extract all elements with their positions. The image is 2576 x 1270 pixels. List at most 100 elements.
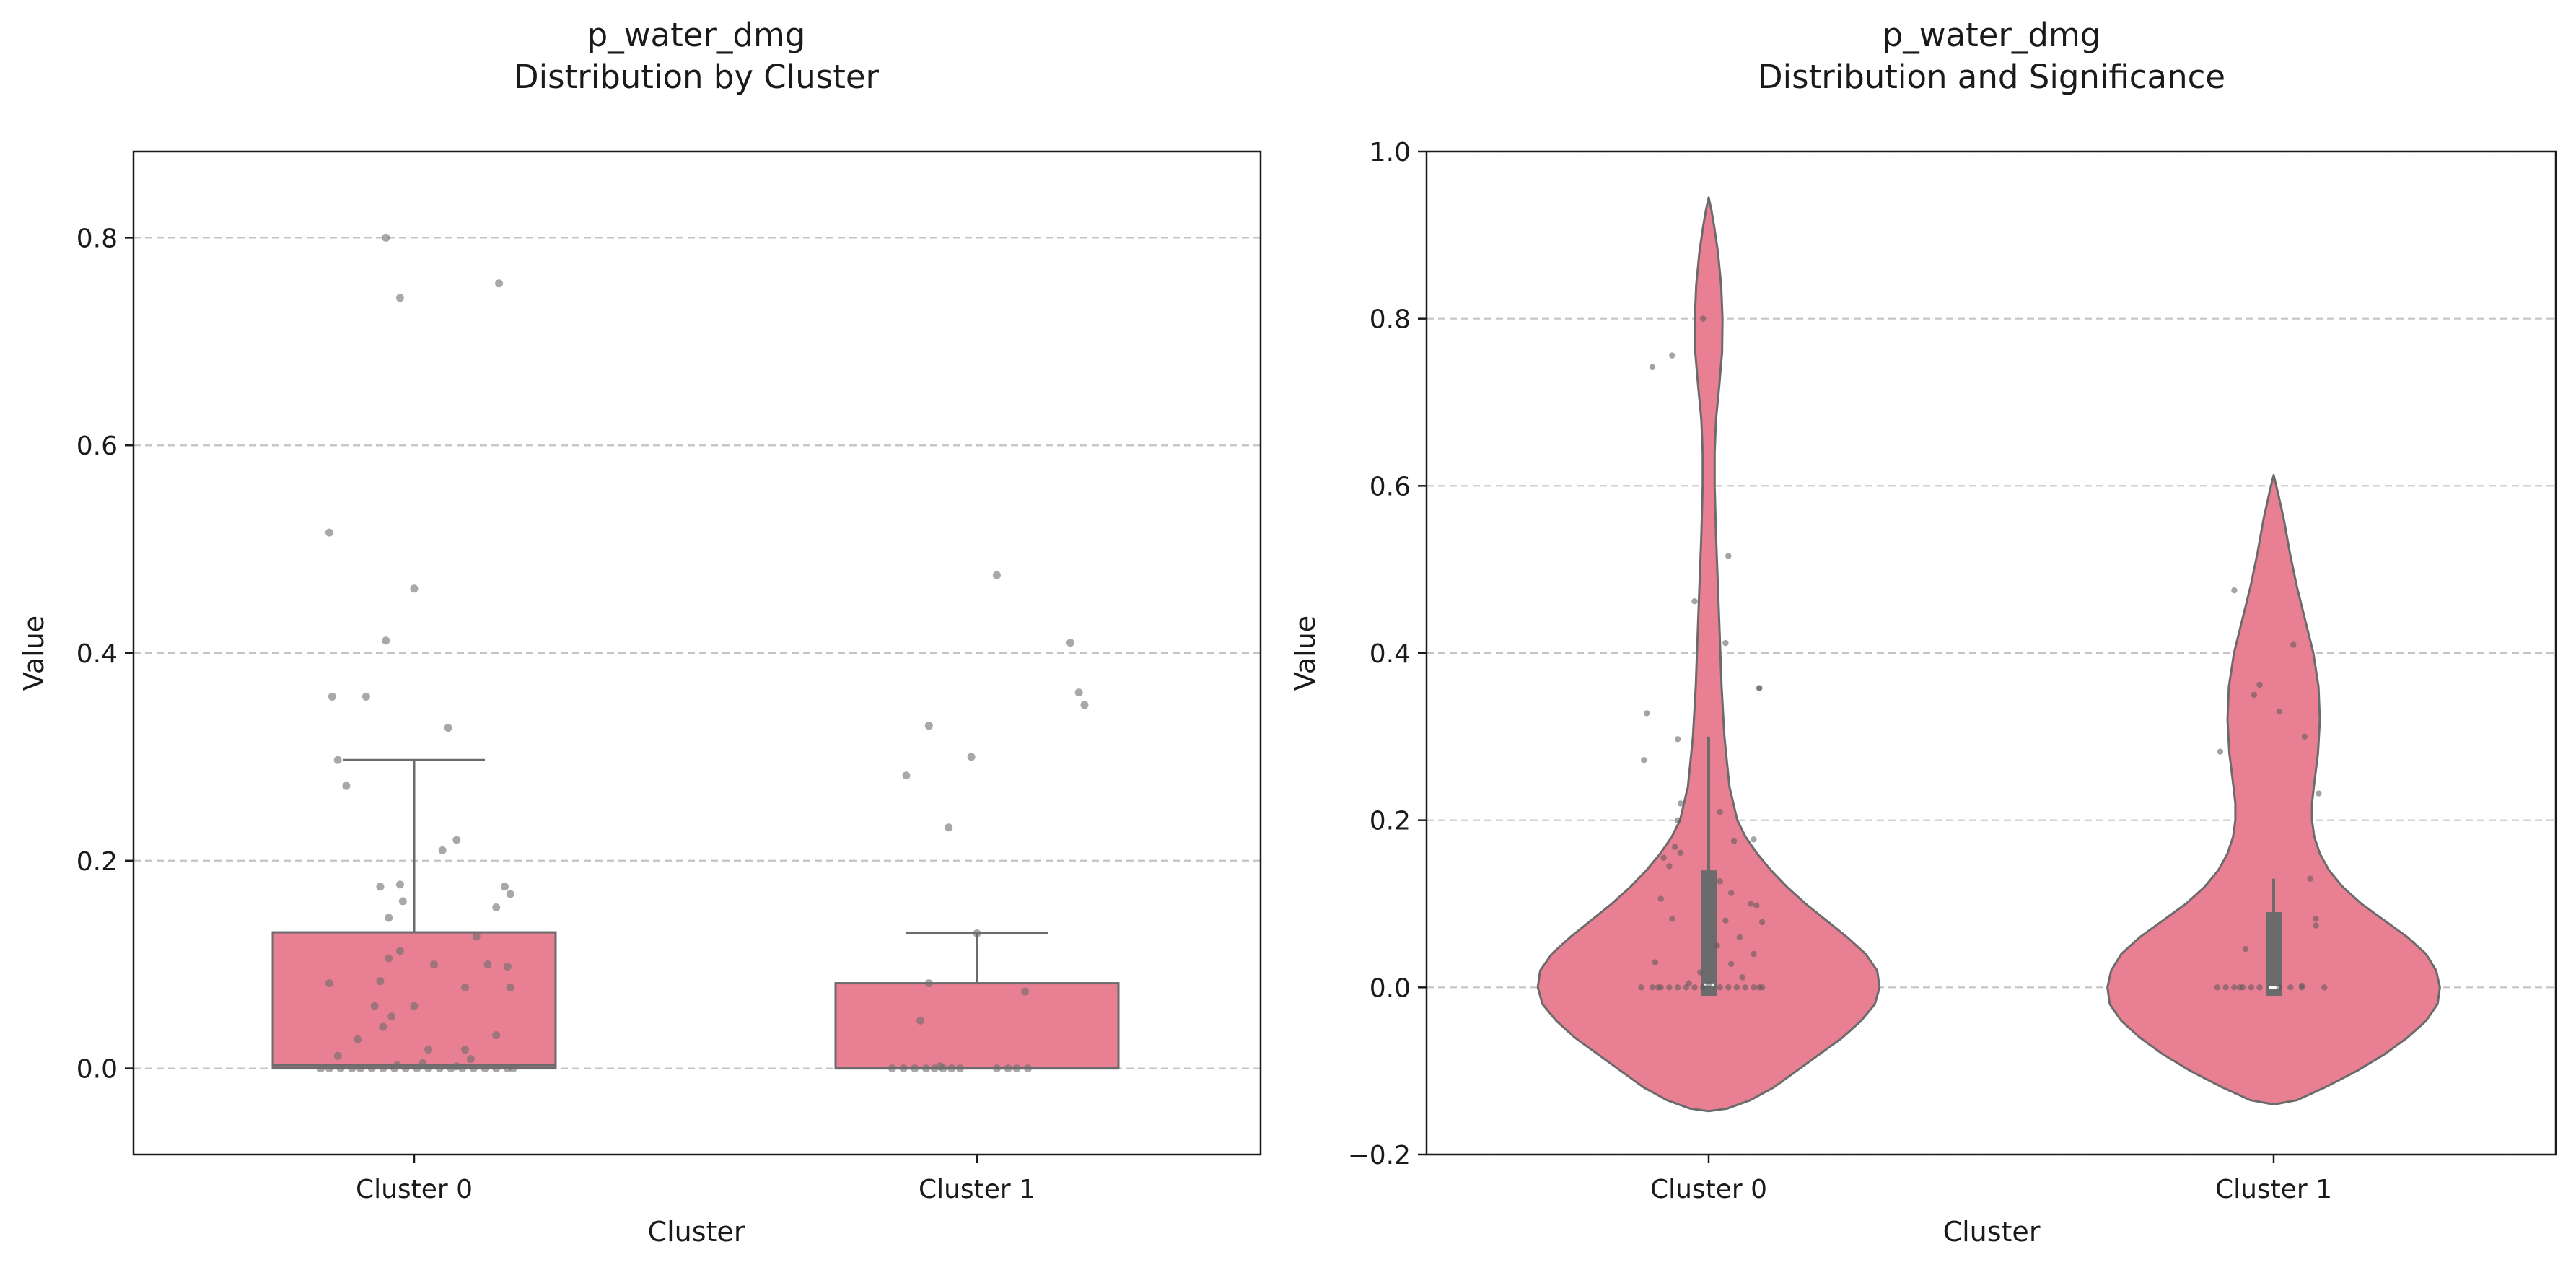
data-point	[452, 836, 461, 844]
data-point	[911, 1064, 919, 1073]
y-tick-label: 0.6	[1370, 472, 1411, 502]
data-point	[393, 1061, 401, 1069]
data-point	[1751, 950, 1757, 958]
data-point	[1638, 984, 1644, 991]
data-point	[1669, 352, 1675, 359]
violin-body	[2106, 473, 2441, 1105]
y-tick-label: 0.2	[76, 847, 118, 877]
plot-marks	[271, 758, 1120, 1070]
y-tick-label: 0.6	[76, 432, 118, 461]
data-point	[1004, 1064, 1012, 1073]
data-point	[342, 781, 351, 790]
data-point	[947, 1064, 956, 1073]
data-point	[419, 1059, 427, 1067]
data-point	[1644, 710, 1650, 717]
data-point	[967, 753, 976, 761]
y-tick-label: 0.8	[76, 224, 118, 253]
data-point	[1672, 844, 1678, 850]
data-point	[503, 963, 512, 971]
data-point	[888, 1064, 896, 1073]
data-point	[1751, 984, 1757, 991]
data-point	[424, 1064, 433, 1073]
chart-violin-plot: p_water_dmg Distribution and Significanc…	[1289, 16, 2557, 1248]
data-point	[1717, 808, 1723, 815]
data-point	[395, 947, 404, 955]
data-point	[356, 1064, 365, 1073]
data-point	[348, 1064, 356, 1073]
data-point	[2287, 984, 2294, 991]
data-point	[444, 724, 452, 732]
axis-ticks: 0.0 0.2 0.4 0.6 0.8 Cluster 0 Cluster 1	[76, 224, 1035, 1204]
y-tick-label: 0.0	[1370, 973, 1411, 1003]
data-point	[924, 979, 933, 988]
data-point	[1739, 974, 1745, 981]
data-point	[1691, 597, 1698, 605]
data-point	[1024, 1064, 1033, 1073]
data-point	[1674, 736, 1681, 743]
data-point	[325, 979, 333, 988]
data-point	[955, 1064, 964, 1073]
data-point	[1717, 984, 1723, 991]
data-point	[1700, 984, 1707, 991]
data-point	[317, 1064, 325, 1073]
data-point	[2256, 681, 2263, 688]
x-axis-label: Cluster	[648, 1216, 745, 1248]
data-point	[1722, 639, 1729, 647]
data-point	[973, 929, 981, 938]
y-tick-label: 0.4	[1370, 639, 1411, 669]
data-point	[424, 1046, 433, 1054]
data-point	[992, 571, 1001, 579]
data-point	[1748, 901, 1754, 907]
data-point	[2301, 733, 2308, 740]
data-point	[376, 883, 385, 891]
data-point	[1756, 984, 1763, 991]
data-point	[395, 880, 404, 889]
data-point	[1074, 688, 1083, 697]
x-tick-label: Cluster 0	[356, 1175, 473, 1204]
data-point	[509, 1064, 517, 1073]
data-point	[1756, 685, 1763, 691]
data-point	[2307, 875, 2313, 882]
x-tick-label: Cluster 1	[919, 1175, 1035, 1204]
box-iqr	[834, 982, 1120, 1070]
chart-title-line1: p_water_dmg	[1883, 16, 2101, 54]
data-point	[1649, 364, 1656, 371]
data-point	[992, 1064, 1001, 1073]
chart-title-line2: Distribution and Significance	[1758, 58, 2225, 96]
data-point	[382, 636, 390, 645]
data-point	[924, 722, 933, 730]
data-point	[916, 1016, 925, 1025]
y-tick-label: 0.2	[1370, 807, 1411, 836]
data-point	[2313, 922, 2319, 929]
data-point	[945, 823, 953, 832]
data-point	[370, 1002, 379, 1010]
data-point	[1728, 890, 1735, 896]
data-point	[2231, 587, 2238, 594]
data-point	[503, 1064, 512, 1073]
y-tick-label: 1.0	[1370, 138, 1411, 167]
data-point	[1649, 984, 1656, 991]
data-point	[362, 692, 370, 701]
data-point	[401, 1064, 410, 1073]
data-point	[481, 1064, 489, 1073]
data-points	[317, 233, 1089, 1073]
data-point	[333, 1051, 342, 1060]
data-point	[410, 1002, 419, 1010]
data-point	[472, 932, 481, 941]
data-point	[1686, 980, 1692, 986]
data-point	[1657, 895, 1664, 902]
data-point	[899, 1064, 908, 1073]
data-point	[1021, 987, 1030, 996]
data-point	[492, 903, 501, 912]
data-point	[1666, 984, 1673, 991]
data-point	[2217, 748, 2224, 755]
data-point	[1066, 639, 1074, 647]
data-point	[1725, 553, 1732, 559]
data-point	[492, 1064, 501, 1073]
violin-body	[1536, 196, 1881, 1113]
data-point	[2222, 984, 2229, 991]
data-point	[452, 1062, 461, 1071]
data-point	[387, 1012, 396, 1021]
data-point	[1717, 878, 1723, 885]
data-point	[2276, 984, 2282, 991]
